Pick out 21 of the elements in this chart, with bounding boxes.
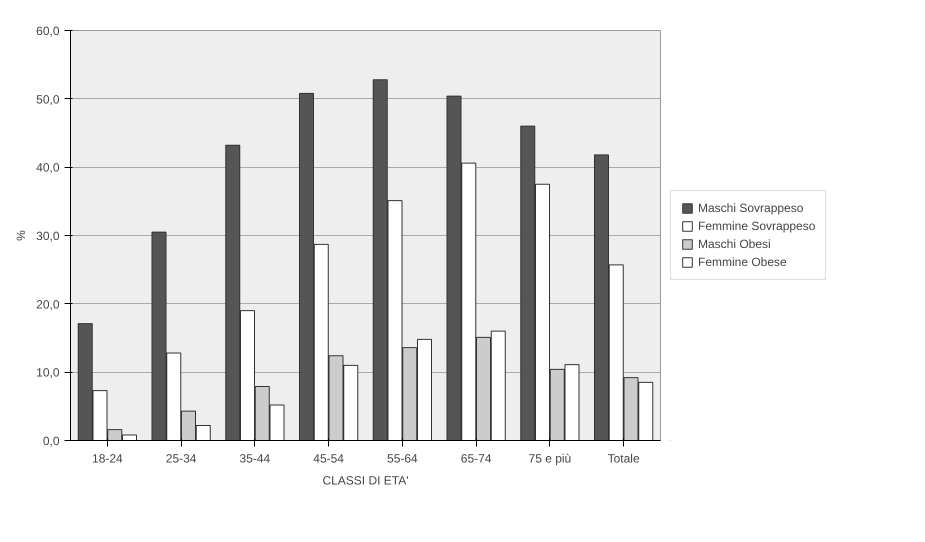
x-tick-label: 18-24	[92, 452, 124, 466]
x-tick-label: 45-54	[313, 452, 344, 466]
legend-label: Maschi Sovrappeso	[698, 201, 804, 215]
x-tick-label: 35-44	[240, 452, 271, 466]
legend-label: Femmine Sovrappeso	[698, 219, 816, 233]
y-tick-label: 60,0	[36, 24, 60, 38]
y-tick-label: 20,0	[36, 297, 60, 312]
y-tick-label: 10,0	[36, 366, 60, 380]
x-tick-label: 25-34	[166, 452, 197, 466]
legend-label: Femmine Obese	[698, 255, 787, 269]
y-axis-title: %	[14, 230, 28, 241]
y-tick-label: 50,0	[36, 92, 60, 106]
y-tick-label: 40,0	[36, 160, 60, 175]
y-tick-label: 30,0	[36, 229, 60, 243]
x-tick-label: 55-64	[387, 452, 418, 466]
y-tick-label: 0,0	[42, 434, 60, 448]
legend-label: Maschi Obesi	[698, 237, 771, 251]
x-tick-label: Totale	[608, 452, 640, 466]
x-axis-title: CLASSI DI ETA'	[322, 474, 409, 488]
x-tick-label: 65-74	[460, 452, 492, 466]
x-tick-label: 75 e più	[528, 452, 572, 466]
